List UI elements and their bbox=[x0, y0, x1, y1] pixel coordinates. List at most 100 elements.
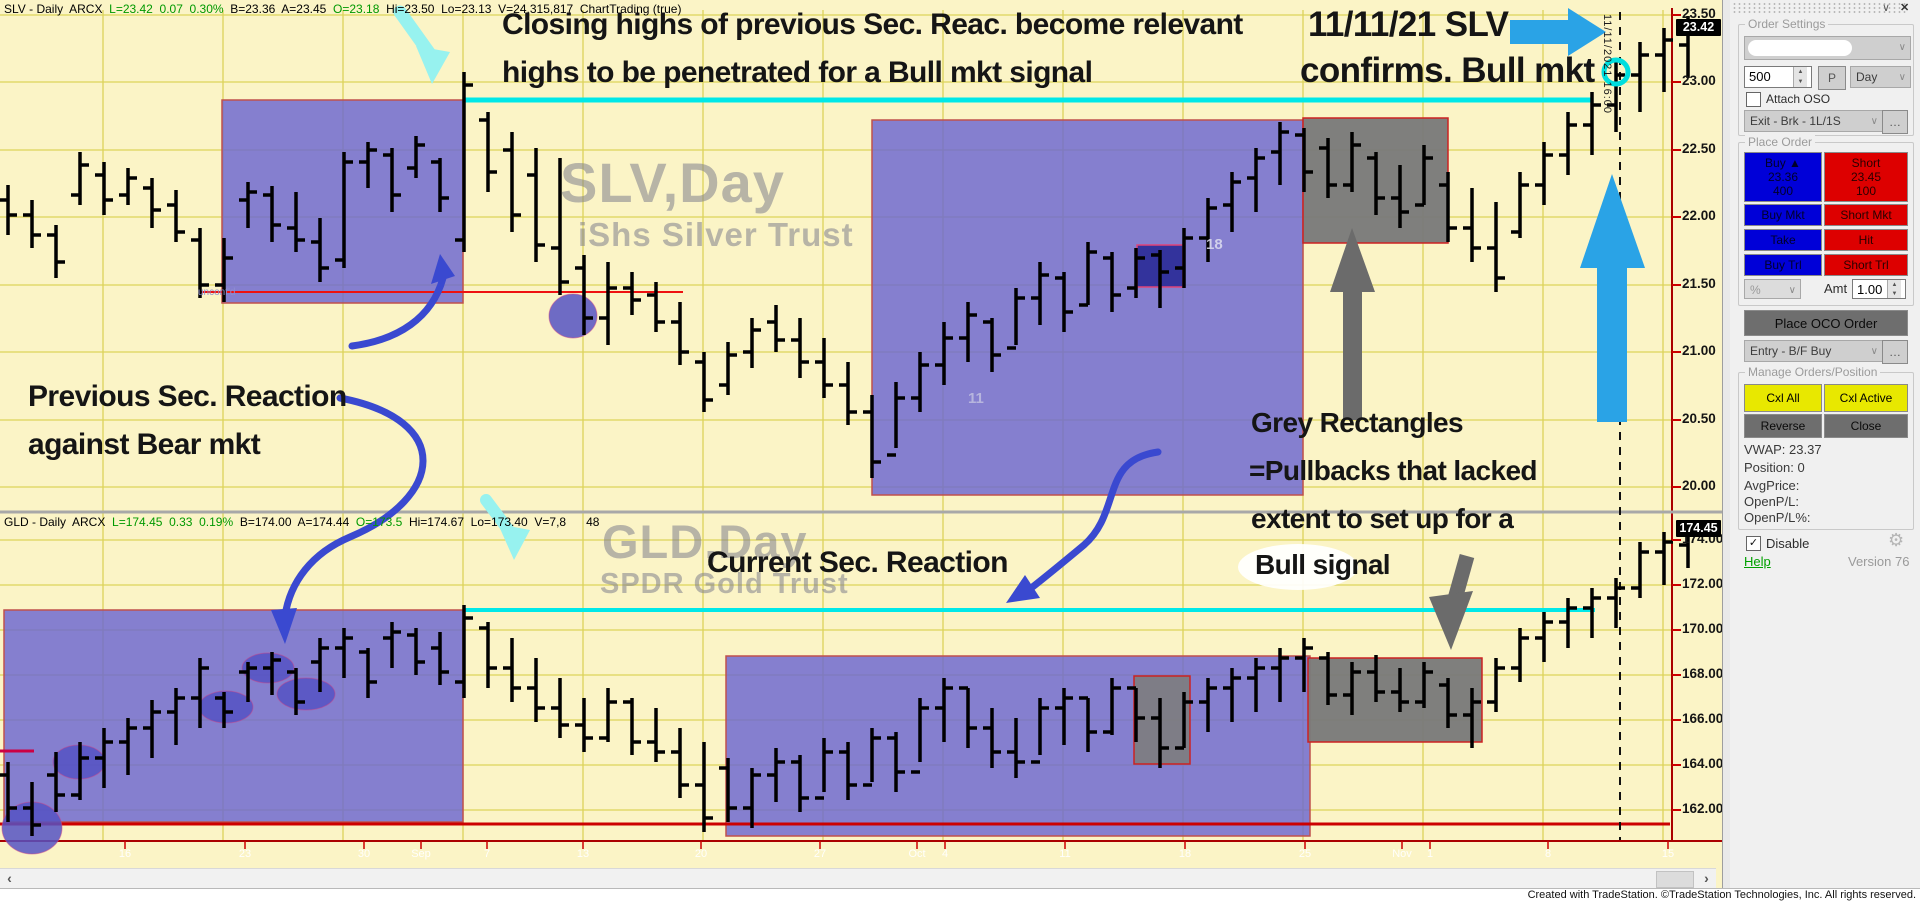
gear-icon[interactable]: ⚙ bbox=[1888, 530, 1905, 550]
cxl-active-button[interactable]: Cxl Active bbox=[1824, 384, 1908, 412]
gld-grey-pullback-arrow bbox=[1429, 553, 1475, 650]
quantity-spin-up[interactable]: ▲ bbox=[1793, 67, 1807, 77]
time-axis-label[interactable]: 1 bbox=[1426, 848, 1434, 860]
slv-watermark-symbol: SLV,Day bbox=[560, 151, 785, 214]
reverse-button[interactable]: Reverse bbox=[1744, 414, 1822, 438]
exit-strategy-dropdown[interactable]: Exit - Brk - 1L/1S ∨ bbox=[1744, 110, 1883, 132]
open-pl-pct-value: OpenP/L%: bbox=[1744, 510, 1811, 525]
annotation-grey-4: Bull signal bbox=[1255, 549, 1391, 580]
time-axis-label[interactable]: 8 bbox=[1544, 848, 1552, 860]
chevron-down-icon: ∨ bbox=[1898, 42, 1906, 53]
price-axis-label[interactable]: 23.00 bbox=[1682, 73, 1716, 88]
time-axis-label[interactable]: 13 bbox=[576, 848, 590, 860]
price-axis-label[interactable]: 164.00 bbox=[1682, 756, 1722, 771]
order-settings-group: Order Settings bbox=[1738, 17, 1914, 136]
price-axis-label[interactable]: 162.00 bbox=[1682, 801, 1722, 816]
scroll-right-button[interactable]: › bbox=[1704, 870, 1709, 886]
tif-dropdown[interactable]: Day ∨ bbox=[1850, 66, 1911, 88]
p-button[interactable]: P bbox=[1818, 66, 1846, 90]
price-axis-label[interactable]: 20.00 bbox=[1682, 478, 1716, 493]
price-axis-label[interactable]: 166.00 bbox=[1682, 711, 1722, 726]
close-icon[interactable]: ✕ bbox=[1900, 2, 1910, 14]
entry-strategy-more-button[interactable]: … bbox=[1882, 340, 1908, 364]
time-axis-label[interactable]: 23 bbox=[238, 848, 252, 860]
quantity-spin-down[interactable]: ▼ bbox=[1793, 77, 1807, 87]
bar-count-label-11: 11 bbox=[968, 390, 984, 407]
price-axis-label[interactable]: 172.00 bbox=[1682, 576, 1722, 591]
annotation-closing-highs-2: highs to be penetrated for a Bull mkt si… bbox=[502, 56, 1093, 89]
time-axis-label[interactable]: 4 bbox=[941, 848, 949, 860]
chevron-down-icon: ∨ bbox=[1870, 346, 1878, 357]
price-axis-label[interactable]: 168.00 bbox=[1682, 666, 1722, 681]
price-axis-label[interactable]: 23.50 bbox=[1682, 6, 1716, 21]
place-oco-button[interactable]: Place OCO Order bbox=[1744, 310, 1908, 336]
white-highlight-blob bbox=[1238, 544, 1358, 590]
panel-titlebar[interactable] bbox=[1732, 3, 1908, 15]
vwap-value: VWAP: 23.37 bbox=[1744, 442, 1822, 457]
trading-panel: ∨ ✕ Order Settings ∨ 500 ▲ ▼ P Day ∨ Atta… bbox=[1730, 0, 1920, 888]
chevron-down-icon: ∨ bbox=[1788, 285, 1796, 296]
chart-canvas[interactable] bbox=[0, 0, 1722, 888]
annotation-grey-3: extent to set up for a bbox=[1251, 503, 1514, 534]
time-axis-label[interactable]: Oct bbox=[908, 848, 926, 860]
price-axis-label[interactable]: 21.50 bbox=[1682, 276, 1716, 291]
time-axis-label[interactable]: 15 bbox=[1661, 848, 1675, 860]
slv-grey-pullback-arrow bbox=[1330, 228, 1375, 420]
copyright-text: Created with TradeStation. ©TradeStation… bbox=[1527, 889, 1916, 901]
time-axis-label[interactable]: 11 bbox=[1059, 848, 1071, 860]
amt-spin-up[interactable]: ▲ bbox=[1887, 280, 1901, 289]
chevron-down-icon[interactable]: ∨ bbox=[1882, 2, 1891, 14]
gld-symbol-header: GLD - Daily ARCX L=174.45 0.33 0.19% B=1… bbox=[4, 515, 600, 529]
price-axis-label[interactable]: 170.00 bbox=[1682, 621, 1722, 636]
scrollbar-thumb[interactable] bbox=[1656, 871, 1694, 888]
gld-grey-pullback-box bbox=[1307, 657, 1483, 743]
scroll-left-button[interactable]: ‹ bbox=[7, 870, 12, 886]
attach-oso-checkbox[interactable] bbox=[1746, 92, 1761, 107]
time-axis-label[interactable]: Sep bbox=[411, 848, 431, 860]
take-button[interactable]: Take bbox=[1744, 229, 1822, 251]
horizontal-scrollbar[interactable]: ‹ › bbox=[0, 868, 1716, 888]
price-axis-label[interactable]: 22.50 bbox=[1682, 141, 1716, 156]
buy-limit-button[interactable]: Buy ▲ 23.36 400 bbox=[1744, 152, 1822, 202]
time-axis-label[interactable]: 18 bbox=[1178, 848, 1192, 860]
disable-checkbox[interactable]: ✓ bbox=[1746, 536, 1761, 551]
exit-strategy-more-button[interactable]: … bbox=[1882, 110, 1908, 134]
status-bar: Created with TradeStation. ©TradeStation… bbox=[0, 888, 1920, 901]
manage-orders-legend: Manage Orders/Position bbox=[1745, 365, 1881, 379]
unconfirmed-level-label: unconf'd bbox=[198, 287, 236, 298]
current-reaction-arrow bbox=[1006, 448, 1162, 603]
short-limit-button[interactable]: Short 23.45 100 bbox=[1824, 152, 1908, 202]
percent-dropdown[interactable]: % ∨ bbox=[1744, 279, 1801, 299]
short-trl-button[interactable]: Short Trl bbox=[1824, 254, 1908, 276]
amt-spin-down[interactable]: ▼ bbox=[1887, 289, 1901, 298]
time-axis-label[interactable]: 20 bbox=[694, 848, 708, 860]
confirmation-circle bbox=[1601, 57, 1631, 87]
price-axis-label[interactable]: 21.00 bbox=[1682, 343, 1716, 358]
price-axis-label[interactable]: 22.00 bbox=[1682, 208, 1716, 223]
slv-current-reaction-box bbox=[871, 119, 1304, 496]
buy-trl-button[interactable]: Buy Trl bbox=[1744, 254, 1822, 276]
highlight-oval bbox=[276, 677, 336, 711]
hit-button[interactable]: Hit bbox=[1824, 229, 1908, 251]
price-axis-label[interactable]: 20.50 bbox=[1682, 411, 1716, 426]
close-position-button[interactable]: Close bbox=[1824, 414, 1908, 438]
short-mkt-button[interactable]: Short Mkt bbox=[1824, 204, 1908, 226]
cxl-all-button[interactable]: Cxl All bbox=[1744, 384, 1822, 412]
gld-watermark-symbol: GLD,Day bbox=[602, 515, 808, 568]
buy-mkt-button[interactable]: Buy Mkt bbox=[1744, 204, 1822, 226]
time-axis-label[interactable]: 27 bbox=[813, 848, 827, 860]
account-dropdown[interactable]: ∨ bbox=[1744, 36, 1911, 60]
time-axis-label[interactable]: 30 bbox=[357, 848, 371, 860]
time-axis-label[interactable]: Nov bbox=[1392, 848, 1412, 860]
previous-reaction-arrow-down bbox=[271, 394, 427, 644]
open-pl-value: OpenP/L: bbox=[1744, 494, 1799, 509]
time-axis-label[interactable]: 7 bbox=[483, 848, 491, 860]
help-link[interactable]: Help bbox=[1744, 554, 1771, 569]
confirmation-date-label: 11/11/2021 16:00 bbox=[1601, 14, 1613, 115]
time-axis-label[interactable]: 16 bbox=[118, 848, 132, 860]
slv-symbol-header: SLV - Daily ARCX L=23.42 0.07 0.30% B=23… bbox=[4, 2, 682, 16]
gld-current-reaction-box bbox=[725, 655, 1311, 837]
time-axis-label[interactable]: 25 bbox=[1298, 848, 1312, 860]
entry-strategy-dropdown[interactable]: Entry - B/F Buy ∨ bbox=[1744, 340, 1883, 362]
gld-watermark-name: SPDR Gold Trust bbox=[600, 568, 849, 600]
